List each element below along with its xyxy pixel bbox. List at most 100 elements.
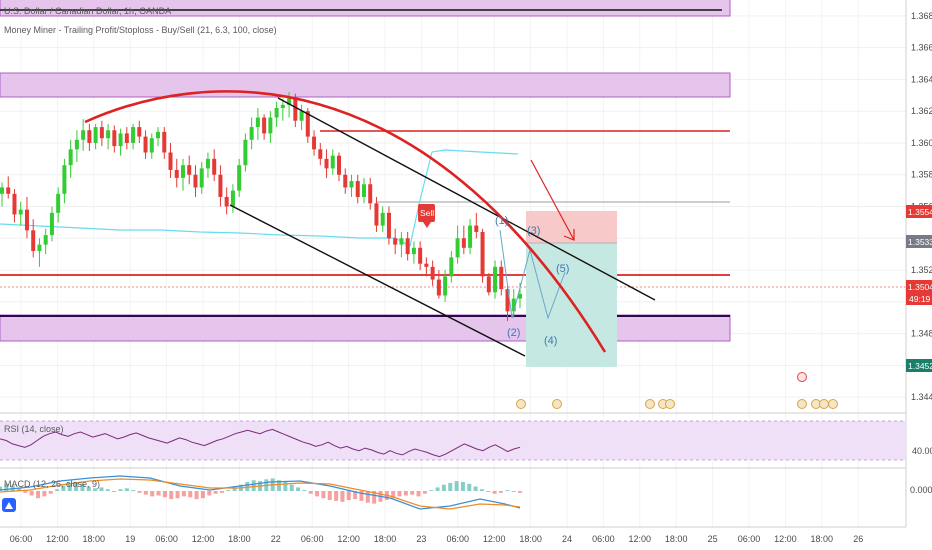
candle-body bbox=[0, 187, 4, 194]
time-tick-label: 18:00 bbox=[374, 534, 397, 544]
down-arrow bbox=[530, 159, 575, 241]
price-tag-last: 1.35040 49:19 bbox=[906, 280, 932, 305]
candle-body bbox=[386, 212, 391, 239]
time-tick-label: 06:00 bbox=[592, 534, 615, 544]
macd-bar bbox=[365, 491, 370, 503]
candle-series bbox=[0, 92, 522, 321]
candle-body bbox=[56, 193, 61, 213]
macd-bar bbox=[17, 488, 22, 491]
candle-body bbox=[174, 169, 179, 178]
candle-body bbox=[474, 225, 479, 232]
macd-bar bbox=[518, 491, 522, 493]
macd-bar bbox=[511, 491, 516, 492]
channel-lower bbox=[229, 204, 526, 357]
macd-label: MACD (12, 26, close, 9) bbox=[4, 479, 100, 489]
macd-bar bbox=[277, 480, 282, 491]
candle-body bbox=[162, 131, 167, 153]
tradingview-logo-icon[interactable] bbox=[2, 498, 16, 512]
candle-body bbox=[443, 276, 448, 296]
price-tag-stop: 1.35544 bbox=[906, 205, 932, 218]
macd-bar bbox=[397, 491, 402, 497]
macd-bar bbox=[486, 491, 491, 492]
macd-bar bbox=[188, 491, 193, 498]
candle-body bbox=[255, 117, 260, 128]
zone-upper bbox=[0, 72, 731, 98]
candle-body bbox=[393, 238, 398, 245]
wave-label-4: (4) bbox=[544, 335, 557, 347]
candle-body bbox=[399, 238, 404, 245]
time-tick-label: 12:00 bbox=[629, 534, 652, 544]
candle-body bbox=[199, 168, 204, 188]
price-tick-label: 1.35800 bbox=[911, 170, 932, 180]
zone-top bbox=[0, 0, 731, 17]
macd-bar bbox=[118, 489, 123, 491]
price-tick-label: 1.36400 bbox=[911, 74, 932, 84]
sell-label: Sell bbox=[420, 208, 434, 218]
candle-body bbox=[230, 190, 235, 207]
time-tick-label: 18:00 bbox=[83, 534, 106, 544]
macd-bar bbox=[137, 491, 142, 493]
time-tick-label: 06:00 bbox=[738, 534, 761, 544]
macd-bar bbox=[441, 484, 446, 491]
macd-bar bbox=[467, 483, 472, 491]
price-tick-label: 1.36600 bbox=[911, 43, 932, 53]
candle-body bbox=[430, 266, 435, 280]
candle-body bbox=[287, 98, 292, 105]
macd-bar bbox=[429, 490, 434, 492]
candle-body bbox=[137, 127, 142, 137]
candle-body bbox=[405, 238, 410, 255]
time-tick-label: 06:00 bbox=[301, 534, 324, 544]
macd-bar bbox=[302, 490, 307, 492]
wave-label-1: (1) bbox=[495, 215, 508, 227]
candle-body bbox=[193, 174, 198, 188]
candle-body bbox=[312, 136, 317, 150]
macd-bar bbox=[498, 491, 503, 493]
macd-bar bbox=[232, 487, 237, 491]
candle-body bbox=[168, 152, 173, 170]
candle-body bbox=[374, 203, 379, 226]
macd-bar bbox=[124, 488, 129, 491]
price-tag-target-text: 1.34523 bbox=[908, 361, 932, 371]
candle-body bbox=[411, 247, 416, 255]
candle-body bbox=[68, 149, 73, 166]
candle-body bbox=[243, 139, 248, 166]
time-tick-label: 12:00 bbox=[192, 534, 215, 544]
candle-body bbox=[99, 127, 104, 139]
time-tick-label: 18:00 bbox=[228, 534, 251, 544]
macd-bar bbox=[0, 486, 2, 491]
macd-bar bbox=[23, 491, 28, 493]
time-tick-label: 06:00 bbox=[447, 534, 470, 544]
macd-bar bbox=[4, 483, 9, 491]
time-tick-label: 18:00 bbox=[519, 534, 542, 544]
candle-body bbox=[361, 184, 366, 197]
candle-body bbox=[212, 158, 217, 175]
macd-bar bbox=[334, 491, 339, 501]
candle-body bbox=[24, 209, 29, 231]
macd-bar bbox=[131, 490, 136, 492]
candle-body bbox=[468, 225, 473, 248]
candle-body bbox=[205, 158, 210, 169]
time-tick-label: 06:00 bbox=[10, 534, 33, 544]
time-tick-label: 06:00 bbox=[155, 534, 178, 544]
macd-bar bbox=[327, 491, 332, 500]
candle-body bbox=[299, 111, 304, 121]
time-tick-label: 22 bbox=[271, 534, 281, 544]
macd-bar bbox=[492, 491, 497, 494]
macd-bar bbox=[112, 491, 117, 492]
candle-body bbox=[480, 231, 485, 277]
rsi-label: RSI (14, close) bbox=[4, 424, 64, 434]
candle-body bbox=[37, 244, 42, 251]
candle-body bbox=[49, 212, 54, 236]
macd-bar bbox=[448, 482, 453, 491]
macd-bar bbox=[340, 491, 345, 502]
wave-label-2: (2) bbox=[507, 327, 520, 339]
candle-body bbox=[461, 238, 466, 248]
rsi-axis-label: 40.00 bbox=[912, 446, 932, 456]
time-tick-label: 24 bbox=[562, 534, 572, 544]
candle-body bbox=[6, 187, 11, 194]
candle-body bbox=[81, 130, 86, 140]
macd-bar bbox=[321, 491, 326, 499]
candle-body bbox=[43, 235, 48, 245]
time-tick-label: 12:00 bbox=[483, 534, 506, 544]
